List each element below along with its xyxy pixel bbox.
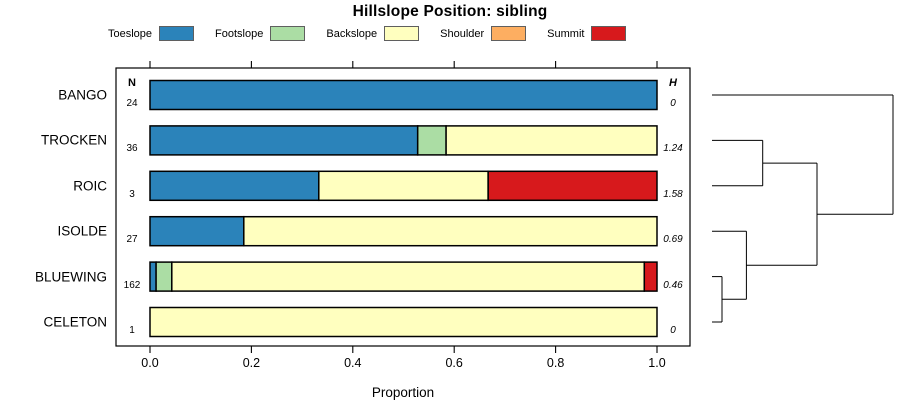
bar-segment-backslope (171, 261, 646, 292)
n-value: 36 (126, 143, 138, 155)
row-label-bango: BANGO (58, 87, 107, 103)
legend-label: Shoulder (440, 27, 485, 40)
row-label-celeton: CELETON (43, 314, 107, 330)
h-value: 0 (670, 325, 676, 336)
legend-swatch-icon (159, 26, 195, 41)
legend-label: Footslope (215, 27, 264, 40)
bar-segment-backslope (318, 170, 489, 202)
x-axis-tick-label: 0.8 (546, 356, 565, 370)
n-value: 3 (129, 188, 135, 200)
legend-swatch-icon (270, 26, 306, 41)
bar-segment-summit (643, 261, 658, 292)
n-value: 24 (126, 98, 138, 109)
row-label-bluewing: BLUEWING (34, 269, 107, 285)
legend-entry-shoulder: Shoulder (440, 26, 527, 41)
legend: Toeslope Footslope Backslope Shoulder Summit (108, 26, 627, 41)
x-axis-tick-label: 0.4 (344, 356, 362, 370)
h-value: 1.24 (663, 143, 683, 155)
h-value: 0.69 (663, 234, 683, 246)
row-label-trocken: TROCKEN (40, 132, 107, 148)
legend-entry-summit: Summit (547, 26, 627, 41)
legend-entry-toeslope: Toeslope (108, 26, 195, 41)
legend-swatch-icon (491, 26, 527, 41)
bar-segment-backslope (445, 125, 658, 156)
n-value: 1 (129, 325, 135, 336)
x-axis-title: Proportion (371, 385, 435, 400)
bar-segment-footslope (416, 125, 447, 156)
legend-swatch-icon (591, 26, 627, 41)
plot-box (115, 67, 691, 347)
chart-title: Hillslope Position: sibling (352, 3, 548, 20)
x-axis-tick-label: 0.0 (141, 356, 159, 370)
n-value: 162 (123, 279, 141, 291)
row-label-isolde: ISOLDE (57, 223, 107, 239)
legend-label: Backslope (326, 27, 378, 40)
row-label-roic: ROIC (73, 178, 107, 194)
h-column-header: H (669, 77, 677, 89)
legend-label: Summit (547, 27, 585, 40)
bar-segment-summit (487, 170, 658, 202)
h-value: 1.58 (663, 188, 683, 200)
bar-segment-backslope (149, 306, 658, 338)
legend-entry-footslope: Footslope (215, 26, 306, 41)
x-axis-tick-label: 0.2 (242, 356, 261, 370)
bar-segment-toeslope (149, 125, 419, 156)
bar-segment-footslope (155, 261, 173, 292)
h-value: 0.46 (663, 279, 683, 291)
legend-label: Toeslope (108, 27, 153, 40)
bar-segment-backslope (243, 215, 658, 247)
x-axis-tick-label: 1.0 (648, 356, 666, 370)
n-column-header: N (128, 77, 136, 89)
bar-segment-toeslope (149, 170, 320, 202)
n-value: 27 (126, 234, 138, 246)
h-value: 0 (670, 98, 676, 109)
bar-segment-toeslope (149, 215, 245, 247)
legend-entry-backslope: Backslope (326, 26, 420, 41)
bar-segment-toeslope (149, 79, 658, 111)
legend-swatch-icon (384, 26, 420, 41)
x-axis-tick-label: 0.6 (445, 356, 463, 370)
